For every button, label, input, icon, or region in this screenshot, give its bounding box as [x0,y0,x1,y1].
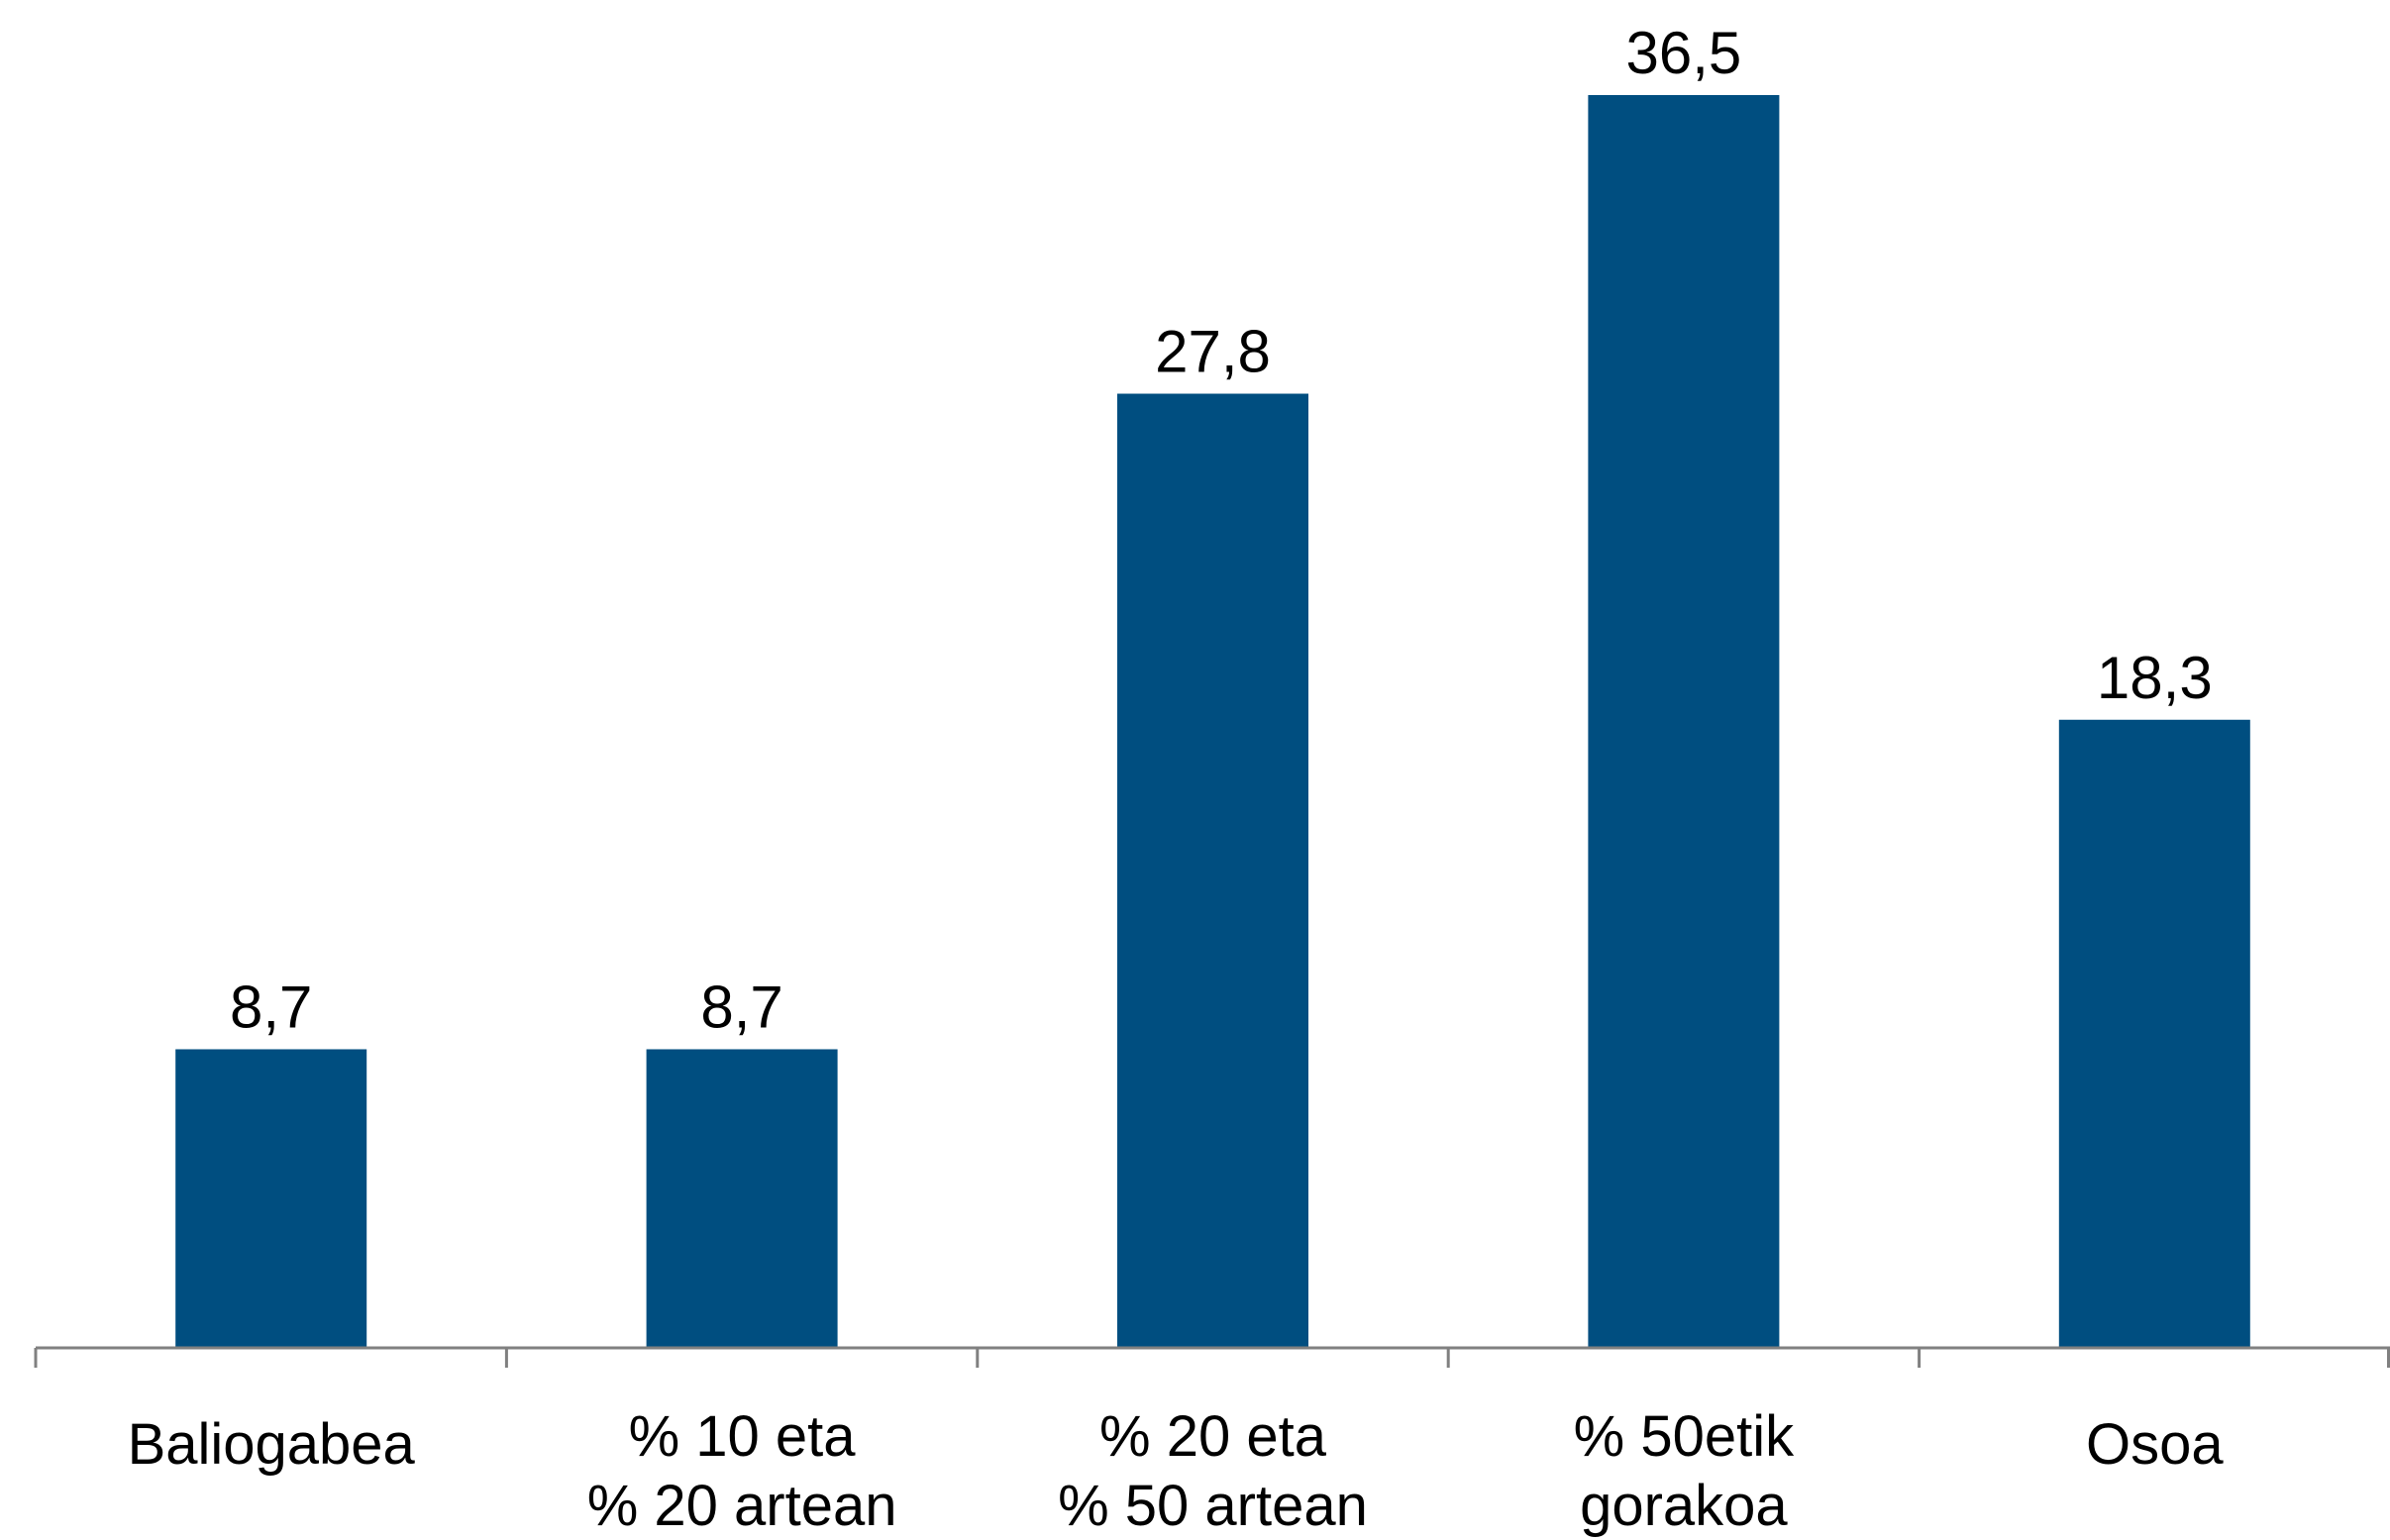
category-label-line: % 20 eta [1099,1404,1327,1469]
value-labels-group: 8,7 8,7 27,8 36,5 18,3 [230,20,2213,1040]
category-labels-group: Baliogabea% 10 eta% 20 artean% 20 eta% 5… [128,1404,2225,1538]
bar-3 [1588,95,1780,1348]
bar-1 [646,1049,838,1348]
category-label-line: % 10 eta [629,1404,857,1469]
x-axis [34,1346,2390,1368]
category-label-1: % 10 eta% 20 artean [587,1404,897,1538]
category-label-3: % 50etik gorakoa [1574,1404,1795,1538]
category-label-line: % 50etik [1574,1404,1795,1469]
value-label-4: 18,3 [2097,645,2213,711]
category-label-0: Baliogabea [128,1412,416,1477]
category-label-4: Osoa [2086,1412,2224,1477]
bar-2 [1117,393,1308,1349]
value-label-2: 27,8 [1155,319,1271,385]
category-label-line: % 50 artean [1058,1474,1368,1538]
category-label-line: Osoa [2086,1412,2224,1477]
value-label-0: 8,7 [230,974,312,1040]
value-label-1: 8,7 [700,974,782,1040]
bar-0 [175,1049,367,1348]
category-label-2: % 20 eta% 50 artean [1058,1404,1368,1538]
category-label-line: gorakoa [1580,1474,1788,1538]
category-label-line: % 20 artean [587,1474,897,1538]
category-label-line: Baliogabea [128,1412,416,1477]
bars-group [175,95,2250,1349]
bar-4 [2058,719,2250,1348]
value-label-3: 36,5 [1626,20,1742,86]
